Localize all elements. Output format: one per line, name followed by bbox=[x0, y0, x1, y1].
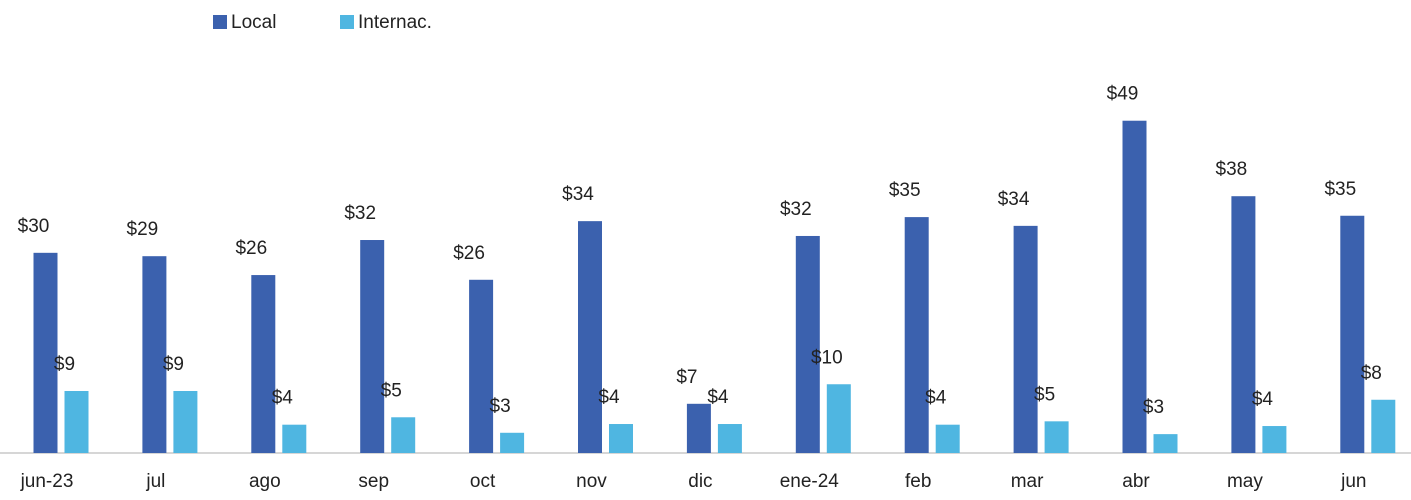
x-tick-label: dic bbox=[688, 471, 712, 492]
bar bbox=[1371, 399, 1396, 453]
legend-swatch bbox=[340, 15, 354, 29]
bar bbox=[1044, 421, 1069, 453]
data-label: $34 bbox=[998, 189, 1030, 210]
bar bbox=[173, 390, 198, 453]
bar bbox=[826, 384, 851, 453]
x-tick-label: nov bbox=[576, 471, 607, 492]
legend-label: Internac. bbox=[358, 12, 432, 33]
bar bbox=[609, 424, 633, 453]
data-label: $29 bbox=[127, 219, 159, 240]
data-label: $35 bbox=[889, 180, 921, 201]
bar bbox=[360, 240, 385, 453]
bar bbox=[1122, 120, 1147, 453]
bar bbox=[1231, 196, 1256, 453]
x-tick-label: feb bbox=[905, 471, 931, 492]
data-label: $7 bbox=[676, 367, 697, 388]
bar bbox=[1262, 426, 1287, 453]
bar bbox=[935, 424, 960, 453]
bar bbox=[251, 275, 276, 453]
bar bbox=[500, 432, 525, 453]
data-label: $30 bbox=[18, 216, 50, 237]
bar bbox=[686, 403, 711, 453]
bar bbox=[64, 390, 89, 453]
bar bbox=[1153, 434, 1178, 453]
x-tick-label: sep bbox=[358, 471, 389, 492]
data-label: $4 bbox=[598, 387, 620, 408]
data-label: $26 bbox=[235, 238, 267, 259]
data-label: $5 bbox=[381, 380, 402, 401]
data-label: $10 bbox=[811, 347, 843, 368]
legend-swatch bbox=[213, 15, 227, 29]
data-label: $34 bbox=[562, 184, 594, 205]
data-label: $3 bbox=[490, 396, 511, 417]
x-tick-label: jul bbox=[145, 471, 165, 492]
bar bbox=[904, 217, 929, 453]
data-label: $32 bbox=[344, 203, 376, 224]
x-tick-label: may bbox=[1227, 471, 1263, 492]
data-label: $4 bbox=[707, 387, 729, 408]
bar bbox=[391, 417, 416, 453]
data-label: $4 bbox=[272, 388, 294, 409]
x-tick-label: ago bbox=[249, 471, 281, 492]
x-tick-label: jun-23 bbox=[20, 471, 74, 492]
bar bbox=[282, 424, 307, 453]
x-tick-label: abr bbox=[1122, 471, 1150, 492]
bar bbox=[469, 279, 494, 453]
x-tick-label: ene-24 bbox=[780, 471, 840, 492]
data-label: $4 bbox=[925, 388, 947, 409]
x-tick-label: jun bbox=[1340, 471, 1366, 492]
bar bbox=[1013, 225, 1038, 453]
data-label: $9 bbox=[163, 354, 184, 375]
bar bbox=[1340, 215, 1365, 453]
data-label: $4 bbox=[1252, 389, 1274, 410]
bar bbox=[795, 235, 820, 453]
data-label: $26 bbox=[453, 243, 485, 264]
data-label: $35 bbox=[1324, 179, 1356, 200]
data-label: $38 bbox=[1216, 159, 1248, 180]
bar bbox=[142, 256, 167, 453]
x-tick-label: oct bbox=[470, 471, 496, 492]
data-label: $5 bbox=[1034, 384, 1055, 405]
x-tick-label: mar bbox=[1011, 471, 1044, 492]
bar bbox=[578, 221, 602, 453]
bar bbox=[717, 424, 742, 453]
legend-label: Local bbox=[231, 12, 276, 33]
bar bbox=[33, 252, 58, 453]
data-label: $49 bbox=[1107, 84, 1139, 105]
data-label: $32 bbox=[780, 199, 812, 220]
data-label: $3 bbox=[1143, 397, 1164, 418]
data-label: $9 bbox=[54, 354, 75, 375]
data-label: $8 bbox=[1361, 363, 1382, 384]
